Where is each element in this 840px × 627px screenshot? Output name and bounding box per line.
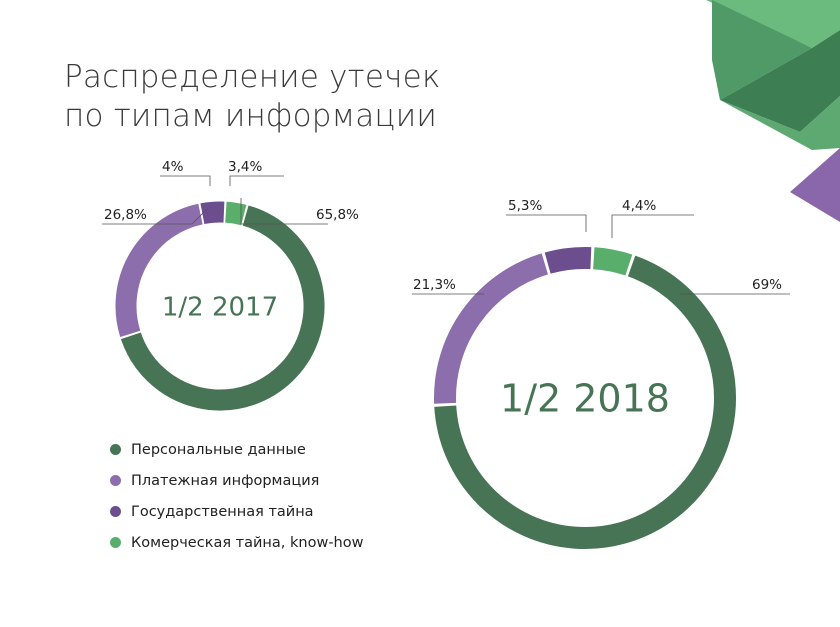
legend-item-payment: Платежная информация: [110, 465, 363, 496]
donut-1-segment-personal: [434, 255, 736, 549]
donut-1-label-payment: 21,3%: [413, 277, 456, 293]
decor-polygon-mid: [712, 0, 812, 100]
donut-0-label-personal: 65,8%: [316, 207, 359, 223]
legend-item-state: Государственная тайна: [110, 496, 363, 527]
legend-label-state: Государственная тайна: [131, 503, 314, 520]
donut-0-leader-commercial: [229, 175, 284, 186]
decor-polygon-dark: [720, 30, 840, 132]
donut-0-leader-personal: [240, 198, 328, 225]
legend-dot-payment: [110, 475, 121, 486]
donut-1-segment-payment: [434, 253, 549, 404]
legend-item-commercial: Комерческая тайна, know-how: [110, 527, 363, 558]
donut-0-label-commercial: 3,4%: [228, 159, 262, 175]
chart-legend: Персональные данные Платежная информация…: [110, 434, 363, 558]
page-title: Распределение утечек по типам информации: [64, 58, 441, 136]
donut-0-leader-state: [160, 175, 211, 186]
donut-1-label-state: 5,3%: [508, 198, 542, 214]
donut-0-leader-payment: [102, 207, 209, 225]
donut-1-leader-commercial: [611, 214, 694, 238]
donut-1-segment-commercial: [592, 247, 633, 276]
donut-1-label-commercial: 4,4%: [622, 198, 656, 214]
legend-dot-state: [110, 506, 121, 517]
donut-1-center-title: 1/2 2018: [500, 377, 670, 421]
legend-label-personal: Персональные данные: [131, 441, 306, 458]
decor-polygon-light2: [720, 96, 840, 150]
donut-0-label-state: 4%: [162, 159, 184, 175]
decor-polygon-light: [706, 0, 840, 48]
donut-0-label-payment: 26,8%: [104, 207, 147, 223]
donut-1-label-personal: 69%: [752, 277, 782, 293]
legend-label-commercial: Комерческая тайна, know-how: [131, 534, 364, 551]
legend-dot-personal: [110, 444, 121, 455]
donut-0-segment-payment: [115, 203, 203, 338]
legend-label-payment: Платежная информация: [131, 472, 320, 489]
page-title-line1: Распределение утечек: [64, 59, 441, 95]
donut-1-segment-state: [544, 247, 592, 274]
page-title-line2: по типам информации: [64, 98, 437, 134]
donut-0-center-title: 1/2 2017: [162, 292, 278, 322]
donut-0-segment-state: [200, 201, 225, 225]
donut-1-leader-state: [506, 214, 587, 232]
legend-item-personal: Персональные данные: [110, 434, 363, 465]
legend-dot-commercial: [110, 537, 121, 548]
decor-polygon-purple: [790, 148, 840, 222]
donut-0-segment-commercial: [225, 201, 247, 226]
donut-0-segment-personal: [120, 205, 325, 411]
